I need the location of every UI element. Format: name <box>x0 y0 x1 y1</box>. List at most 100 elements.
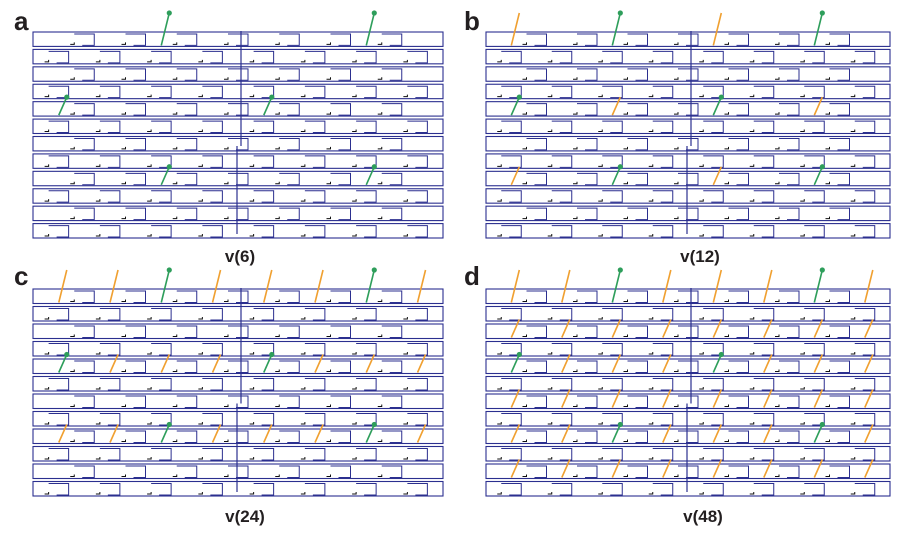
staple-end <box>70 404 75 407</box>
staple-brick <box>253 225 275 238</box>
orange-marker <box>712 166 723 186</box>
orange-marker <box>263 424 273 443</box>
staple-end <box>497 457 502 460</box>
staple-end <box>44 422 50 425</box>
staple-end <box>352 422 357 425</box>
staple-end <box>224 181 229 185</box>
staple-end <box>547 199 553 202</box>
staple-brick <box>304 120 326 133</box>
staple-end <box>547 387 553 390</box>
helix-row <box>32 305 444 322</box>
staple-brick <box>829 325 850 338</box>
staple-brick <box>703 85 724 99</box>
staple-end <box>825 369 830 372</box>
staple-end <box>403 199 408 202</box>
staple-end <box>300 387 306 390</box>
staple-brick <box>627 33 648 46</box>
staple-brick <box>48 155 70 168</box>
staple-end <box>147 317 152 320</box>
staple-brick <box>279 360 300 373</box>
staple-end <box>547 94 553 98</box>
staple-brick <box>151 50 172 64</box>
staple-brick <box>627 465 648 478</box>
staple-end <box>300 234 306 237</box>
staple-brick <box>202 155 223 168</box>
staple-end <box>825 299 830 302</box>
staple-end <box>573 216 578 220</box>
staple-end <box>623 181 628 185</box>
staple-brick <box>577 325 598 338</box>
staple-end <box>800 94 805 98</box>
staple-brick <box>74 325 95 338</box>
helix-row <box>32 463 444 480</box>
staple-brick <box>728 465 749 478</box>
staple-brick <box>228 138 249 151</box>
staple-brick <box>330 33 351 46</box>
staple-end <box>800 59 805 63</box>
staple-end <box>749 129 755 132</box>
staple-brick <box>779 33 800 46</box>
panel-letter: c <box>14 261 28 291</box>
staple-brick <box>330 172 351 186</box>
helix-row <box>485 205 891 222</box>
orange-marker <box>109 424 119 443</box>
staple-brick <box>728 360 749 373</box>
helix-row <box>485 428 891 445</box>
staple-brick <box>407 190 428 203</box>
staple-brick <box>728 103 749 116</box>
staple-end <box>648 129 654 132</box>
helix-row <box>485 223 891 239</box>
orange-marker <box>57 269 68 303</box>
staple-brick <box>74 103 95 116</box>
staple-end <box>326 369 331 372</box>
staple-end <box>44 94 50 98</box>
staple-end <box>95 199 101 202</box>
staple-brick <box>577 395 598 408</box>
staple-end <box>249 352 255 355</box>
orange-marker <box>712 389 723 408</box>
staple-brick <box>728 430 749 443</box>
helix-row <box>485 480 891 497</box>
staple-brick <box>48 50 70 64</box>
staple-end <box>224 334 229 337</box>
staple-brick <box>356 378 377 391</box>
staple-end <box>825 404 830 407</box>
panel-caption: v(48) <box>683 507 723 526</box>
staple-end <box>800 199 805 202</box>
staple-end <box>198 164 203 167</box>
staple-end <box>70 112 75 115</box>
staple-brick <box>753 225 775 238</box>
staple-brick <box>501 190 522 203</box>
staple-brick <box>330 207 351 221</box>
staple-end <box>648 422 654 425</box>
staple-end <box>224 146 229 150</box>
helix-row <box>32 445 444 462</box>
staple-end <box>121 181 126 185</box>
orange-marker <box>561 459 571 478</box>
helix-row <box>485 323 891 340</box>
staple-brick <box>627 290 648 303</box>
staple-end <box>44 199 50 202</box>
staple-brick <box>176 207 198 221</box>
staple-brick <box>526 360 547 373</box>
staple-end <box>275 474 280 477</box>
green-marker <box>611 166 622 186</box>
staple-brick <box>151 308 172 321</box>
panel-caption: v(6) <box>225 247 255 266</box>
staple-brick <box>228 68 249 81</box>
staple-end <box>749 387 755 390</box>
helix-lattice <box>32 288 444 497</box>
staple-brick <box>356 483 377 496</box>
staple-end <box>724 299 729 302</box>
staple-brick <box>356 448 377 461</box>
staple-end <box>674 404 679 407</box>
staple-end <box>674 299 679 302</box>
helix-row <box>485 101 891 117</box>
staple-brick <box>501 448 522 461</box>
staple-brick <box>202 343 223 356</box>
green-marker <box>160 12 171 46</box>
orange-marker <box>662 424 672 443</box>
staple-brick <box>304 85 326 99</box>
staple-end <box>522 369 527 372</box>
green-marker-tip <box>371 164 377 170</box>
